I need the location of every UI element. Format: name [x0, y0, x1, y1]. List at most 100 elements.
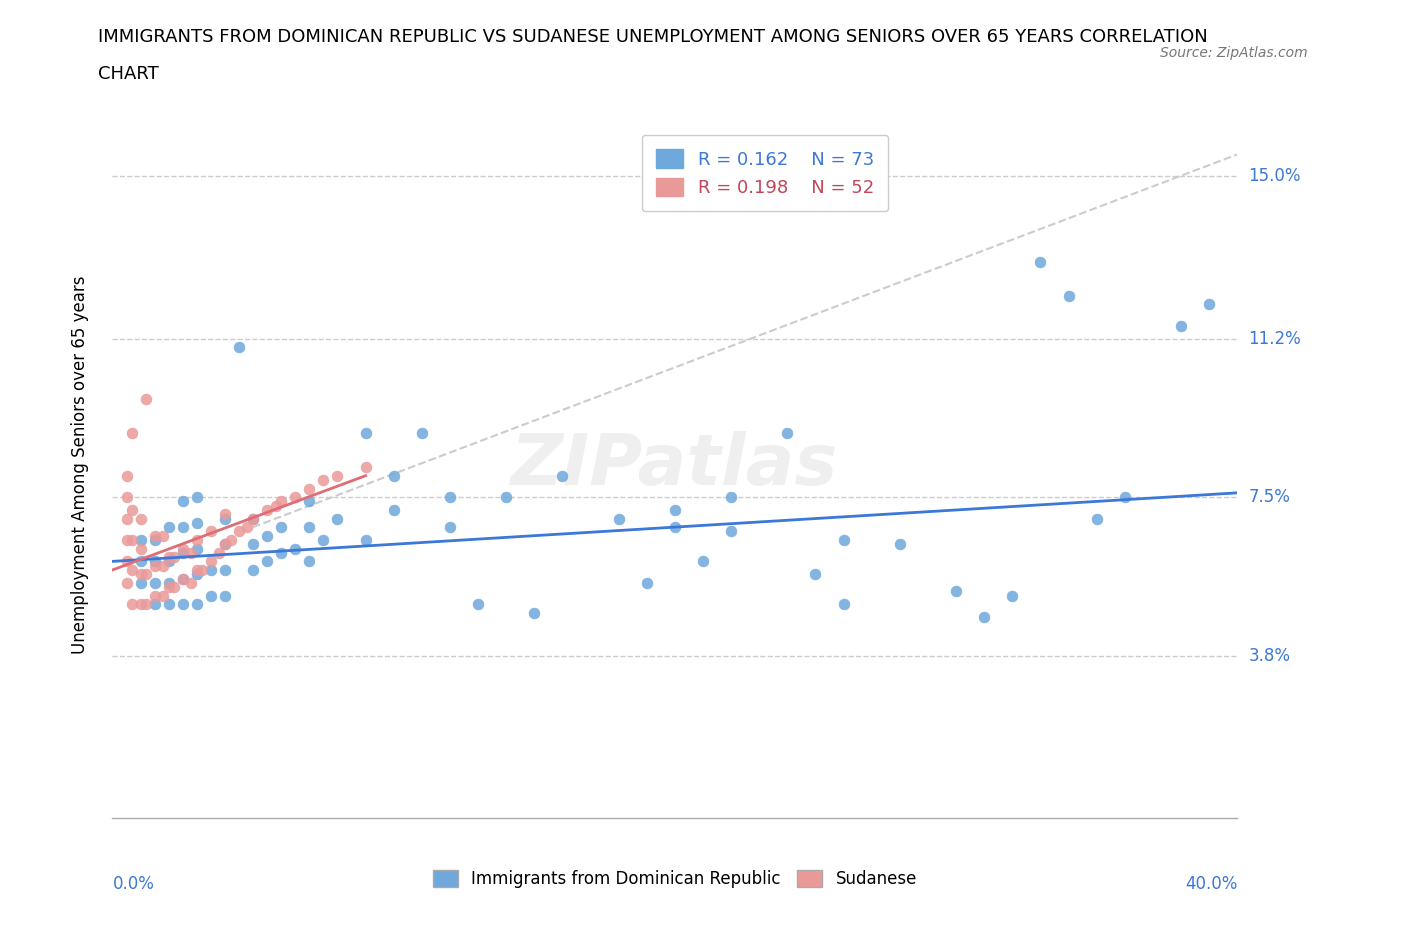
- Point: [152, 588, 174, 603]
- Point: [135, 392, 157, 406]
- Point: [121, 563, 143, 578]
- Point: [186, 515, 208, 530]
- Point: [219, 533, 242, 548]
- Point: [172, 520, 194, 535]
- Point: [326, 512, 349, 526]
- Point: [1114, 490, 1136, 505]
- Point: [889, 537, 911, 551]
- Point: [157, 554, 180, 569]
- Point: [242, 537, 264, 551]
- Point: [439, 490, 461, 505]
- Point: [129, 541, 152, 556]
- Point: [157, 597, 180, 612]
- Point: [115, 533, 138, 548]
- Point: [129, 554, 152, 569]
- Text: Source: ZipAtlas.com: Source: ZipAtlas.com: [1160, 46, 1308, 60]
- Point: [191, 563, 214, 578]
- Point: [152, 558, 174, 573]
- Point: [121, 533, 143, 548]
- Point: [180, 576, 202, 591]
- Point: [298, 494, 321, 509]
- Point: [121, 597, 143, 612]
- Point: [214, 507, 236, 522]
- Point: [172, 571, 194, 586]
- Point: [242, 512, 264, 526]
- Point: [692, 554, 714, 569]
- Point: [143, 588, 166, 603]
- Text: 3.8%: 3.8%: [1249, 646, 1291, 665]
- Point: [180, 545, 202, 560]
- Point: [551, 469, 574, 484]
- Point: [1085, 512, 1108, 526]
- Point: [214, 588, 236, 603]
- Point: [720, 524, 742, 538]
- Text: CHART: CHART: [98, 65, 159, 83]
- Point: [129, 597, 152, 612]
- Point: [214, 512, 236, 526]
- Point: [264, 498, 287, 513]
- Text: ZIPatlas: ZIPatlas: [512, 431, 838, 499]
- Point: [298, 554, 321, 569]
- Point: [256, 554, 278, 569]
- Point: [172, 494, 194, 509]
- Point: [143, 533, 166, 548]
- Point: [298, 481, 321, 496]
- Point: [172, 541, 194, 556]
- Point: [776, 425, 799, 440]
- Point: [129, 576, 152, 591]
- Point: [354, 459, 377, 474]
- Point: [152, 528, 174, 543]
- Point: [129, 512, 152, 526]
- Point: [172, 597, 194, 612]
- Point: [326, 469, 349, 484]
- Point: [186, 541, 208, 556]
- Point: [1057, 288, 1080, 303]
- Point: [411, 425, 433, 440]
- Point: [270, 545, 292, 560]
- Point: [467, 597, 489, 612]
- Point: [115, 554, 138, 569]
- Point: [208, 545, 231, 560]
- Point: [1029, 254, 1052, 269]
- Point: [172, 571, 194, 586]
- Point: [720, 490, 742, 505]
- Point: [143, 558, 166, 573]
- Point: [495, 490, 517, 505]
- Point: [312, 533, 335, 548]
- Point: [115, 469, 138, 484]
- Point: [1001, 588, 1024, 603]
- Text: 40.0%: 40.0%: [1185, 875, 1237, 893]
- Point: [186, 597, 208, 612]
- Point: [135, 597, 157, 612]
- Point: [945, 584, 967, 599]
- Point: [228, 524, 250, 538]
- Point: [115, 576, 138, 591]
- Point: [121, 502, 143, 517]
- Point: [200, 524, 222, 538]
- Text: 11.2%: 11.2%: [1249, 329, 1301, 348]
- Legend: Immigrants from Dominican Republic, Sudanese: Immigrants from Dominican Republic, Suda…: [426, 863, 924, 895]
- Point: [143, 597, 166, 612]
- Point: [312, 472, 335, 487]
- Point: [664, 502, 686, 517]
- Point: [607, 512, 630, 526]
- Point: [157, 579, 180, 594]
- Point: [523, 605, 546, 620]
- Point: [200, 554, 222, 569]
- Point: [186, 533, 208, 548]
- Point: [186, 566, 208, 581]
- Point: [1170, 318, 1192, 333]
- Point: [214, 537, 236, 551]
- Point: [200, 563, 222, 578]
- Point: [228, 339, 250, 354]
- Point: [664, 520, 686, 535]
- Point: [439, 520, 461, 535]
- Point: [242, 512, 264, 526]
- Point: [143, 528, 166, 543]
- Point: [242, 563, 264, 578]
- Point: [270, 520, 292, 535]
- Point: [236, 520, 259, 535]
- Point: [284, 490, 307, 505]
- Point: [832, 533, 855, 548]
- Point: [143, 554, 166, 569]
